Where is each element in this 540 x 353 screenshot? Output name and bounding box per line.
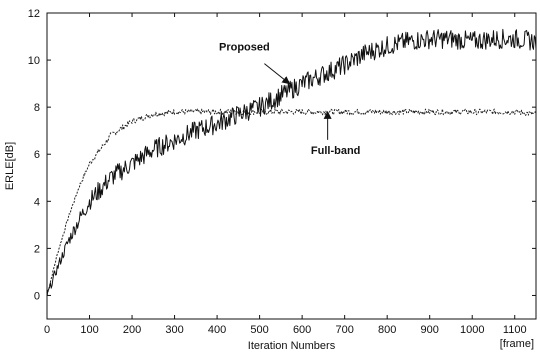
plot-area: [46, 12, 537, 320]
x-tick-label: 800: [378, 324, 396, 336]
x-tick-label: 900: [421, 324, 439, 336]
x-axis-title: Iteration Numbers: [248, 340, 336, 352]
x-tick-label: 500: [250, 324, 268, 336]
y-axis-title: ERLE[dB]: [4, 142, 16, 190]
plot-frame: [46, 12, 537, 320]
annotation-arrow-proposed: [264, 63, 291, 85]
x-tick-label: 100: [80, 324, 98, 336]
series-line-proposed: [46, 28, 537, 297]
x-tick-label: 1000: [460, 324, 484, 336]
x-axis-unit-label: [frame]: [500, 338, 534, 350]
annotation-label-proposed: Proposed: [219, 42, 270, 54]
x-tick-label: 1100: [503, 324, 527, 336]
annotation-label-full_band: Full-band: [311, 145, 361, 157]
x-tick-label: 400: [208, 324, 226, 336]
y-tick-label: 0: [34, 290, 40, 302]
axis-layer: 0 100 200 300 400 500 600 700 800 900 1000 1100 0 2 4 6…: [28, 8, 536, 336]
y-tick-label: 12: [28, 8, 40, 20]
y-tick-label: 2: [34, 243, 40, 255]
x-tick-label: 0: [44, 324, 50, 336]
x-tick-label: 200: [123, 324, 141, 336]
x-tick-label: 700: [335, 324, 353, 336]
series-line-full-band: [46, 108, 537, 296]
annotation-layer: Proposed Full-band: [219, 42, 360, 157]
y-tick-label: 4: [34, 196, 40, 208]
y-tick-label: 6: [34, 149, 40, 161]
series-layer: [46, 28, 537, 297]
x-tick-label: 600: [293, 324, 311, 336]
y-tick-label: 8: [34, 102, 40, 114]
y-tick-label: 10: [28, 55, 40, 67]
x-tick-label: 300: [165, 324, 183, 336]
